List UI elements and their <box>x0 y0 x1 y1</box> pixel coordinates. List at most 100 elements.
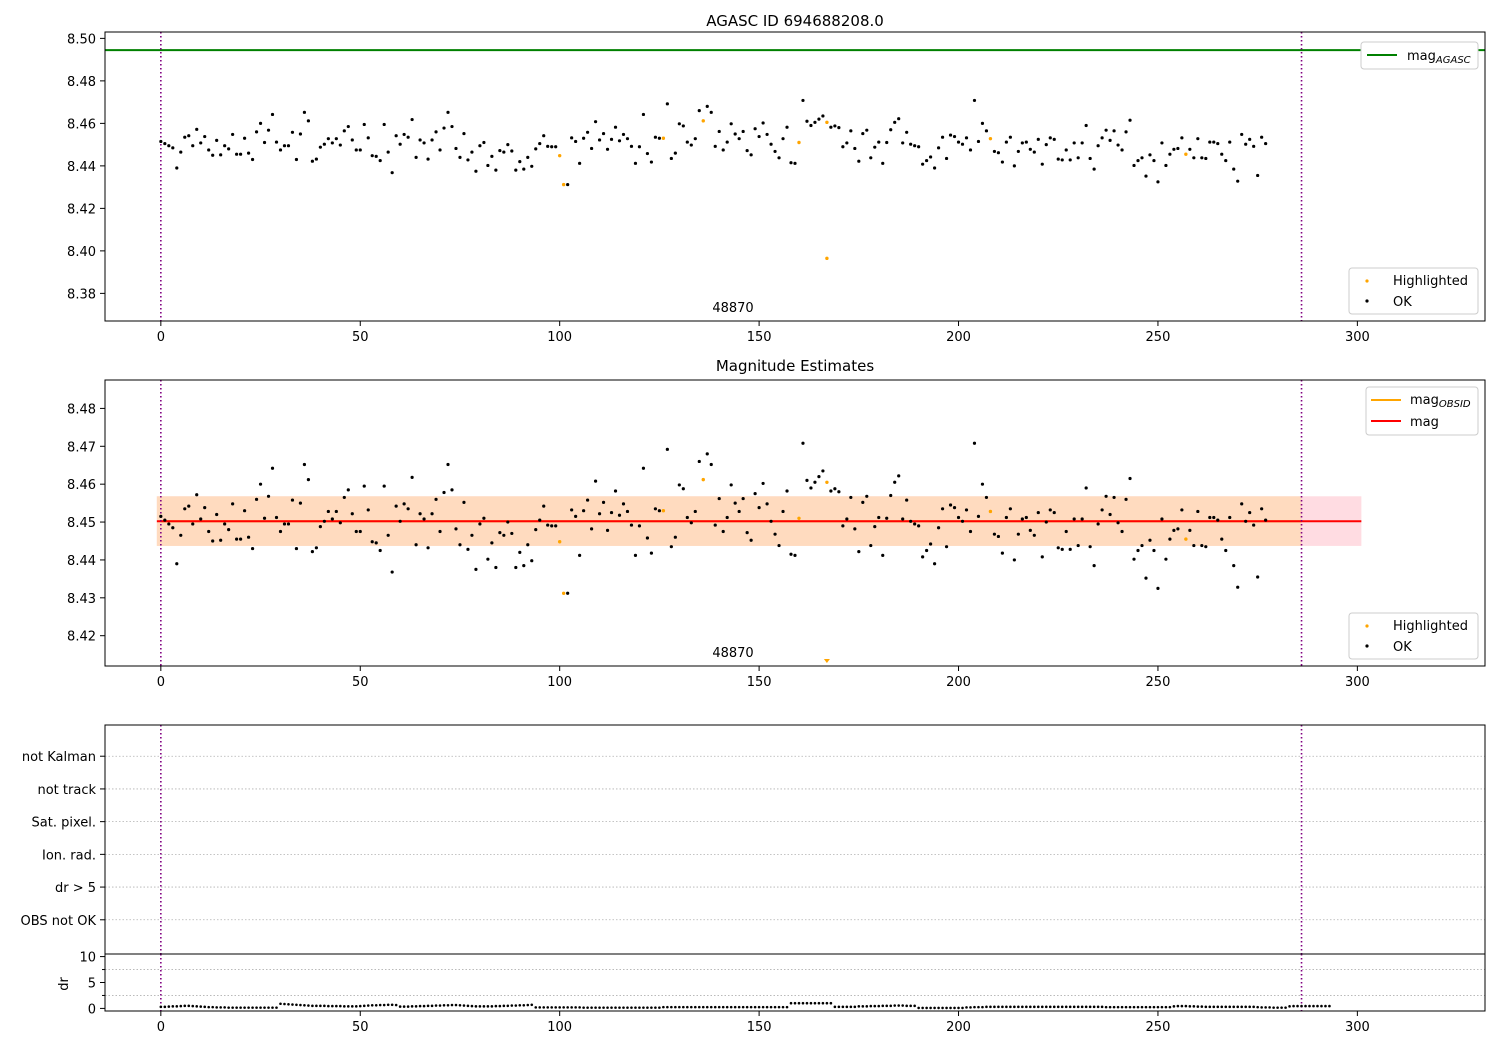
ok-point <box>597 512 602 516</box>
ok-point <box>386 533 390 537</box>
ok-point <box>1108 138 1112 142</box>
dr-point <box>897 1004 900 1007</box>
dr-point <box>737 1005 741 1009</box>
ok-point <box>183 507 187 511</box>
dr-point <box>586 1006 589 1009</box>
ok-point <box>984 129 989 133</box>
dr-point <box>1304 1004 1307 1008</box>
dr-point <box>1144 1005 1148 1009</box>
ok-point <box>1256 575 1260 579</box>
ok-point <box>1048 508 1052 512</box>
ok-point <box>378 158 382 163</box>
dr-point <box>438 1004 442 1007</box>
dr-point <box>634 1006 637 1009</box>
ok-point <box>865 494 869 498</box>
dr-point <box>394 1003 398 1007</box>
ok-point <box>171 146 175 150</box>
ok-point <box>330 517 334 521</box>
highlighted-point <box>557 540 562 544</box>
dr-point <box>1308 1004 1311 1008</box>
ok-point <box>633 553 638 557</box>
panel-mag-frame <box>104 379 1486 667</box>
panel-dr-xtick-label: 100 <box>547 1020 572 1035</box>
ok-point <box>1004 515 1008 520</box>
ok-point <box>334 137 338 141</box>
ok-point <box>932 562 937 566</box>
dr-point <box>335 1004 338 1008</box>
ok-point <box>913 522 917 526</box>
ok-point <box>813 480 817 484</box>
dr-point <box>1208 1005 1212 1009</box>
ok-point <box>294 157 299 162</box>
panel-mag-legend-lines: magOBSID mag <box>1365 386 1479 436</box>
ok-point <box>203 134 207 139</box>
ok-point <box>310 550 314 554</box>
dr-point <box>761 1005 765 1009</box>
ok-point <box>1080 517 1084 521</box>
dr-point <box>889 1004 893 1008</box>
ok-point <box>290 130 295 134</box>
ok-point <box>1068 158 1072 162</box>
ok-point <box>550 524 554 528</box>
dr-point <box>554 1006 557 1009</box>
panel-agasc-ytick-label: 8.42 <box>67 202 96 217</box>
ok-point <box>215 512 219 517</box>
ok-point <box>713 523 717 527</box>
ok-point <box>1264 141 1268 146</box>
dr-point <box>993 1005 996 1009</box>
dr-point <box>422 1004 426 1008</box>
ok-point <box>1240 502 1244 506</box>
ok-point <box>809 486 813 490</box>
dr-point <box>211 1005 214 1009</box>
dr-point <box>259 1006 262 1009</box>
dr-point <box>1292 1004 1295 1008</box>
ok-point <box>713 144 717 148</box>
dr-point <box>953 1006 956 1010</box>
ok-point <box>526 155 530 159</box>
ok-point <box>187 504 191 508</box>
ok-point <box>466 547 470 551</box>
dr-point <box>454 1003 458 1007</box>
ok-point <box>605 528 610 532</box>
ok-point <box>1024 140 1028 144</box>
dr-point <box>1216 1005 1220 1009</box>
ok-point <box>657 509 661 513</box>
dr-point <box>793 1001 797 1005</box>
ok-point <box>211 539 215 543</box>
ok-point <box>426 157 430 161</box>
dr-point <box>769 1005 773 1009</box>
dr-point <box>1040 1005 1044 1009</box>
dr-point <box>243 1006 246 1009</box>
ok-point <box>258 482 263 486</box>
dr-point <box>1060 1005 1064 1009</box>
ok-point <box>665 102 669 106</box>
ok-point <box>597 138 602 142</box>
highlighted-point <box>701 477 705 482</box>
ok-point <box>586 498 590 502</box>
dr-point <box>466 1004 470 1008</box>
dr-point <box>1009 1005 1012 1009</box>
ok-point <box>980 121 985 125</box>
ok-point <box>286 144 291 148</box>
panel-flags-axes: not Kalman not track Sat. pixel. Ion. rad. d… <box>21 750 105 929</box>
ok-point <box>637 524 642 528</box>
dr-point <box>701 1005 705 1009</box>
ok-point <box>442 490 446 495</box>
highlighted-point <box>988 509 993 514</box>
ok-point <box>1000 160 1004 164</box>
dr-point <box>801 1001 805 1005</box>
dr-point <box>414 1005 418 1008</box>
ok-point <box>454 146 458 151</box>
ok-point <box>231 502 235 506</box>
panel-mag-ytick-label: 8.42 <box>67 630 96 645</box>
dr-point <box>618 1006 621 1009</box>
ok-point <box>278 529 283 534</box>
ok-point <box>1088 156 1092 161</box>
ok-point <box>697 459 701 464</box>
ok-point <box>621 132 626 137</box>
dr-point <box>1080 1005 1084 1009</box>
ok-point <box>235 152 239 156</box>
dr-point <box>1224 1005 1228 1009</box>
ok-point <box>338 143 342 147</box>
ok-point <box>1228 140 1232 144</box>
